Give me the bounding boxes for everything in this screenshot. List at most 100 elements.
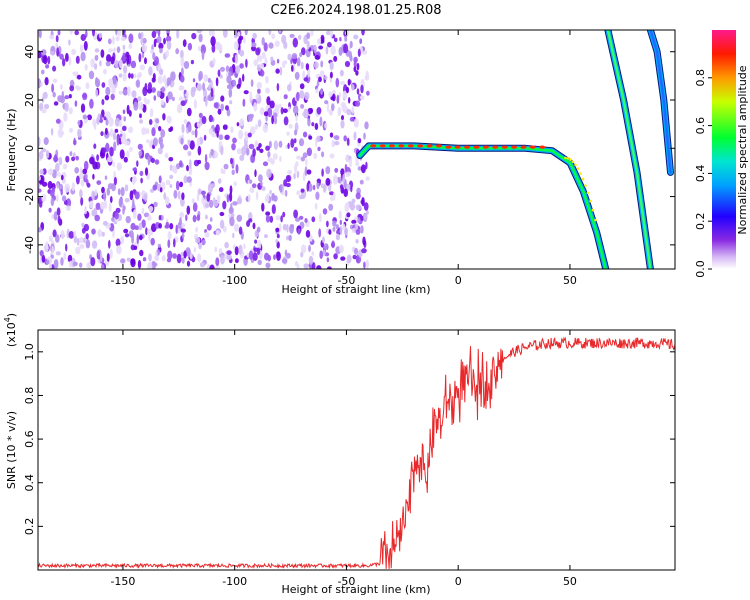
noise-dot	[204, 231, 210, 238]
noise-dot	[311, 122, 315, 127]
noise-dot	[269, 215, 274, 223]
noise-dot	[234, 258, 239, 264]
noise-dot	[256, 55, 263, 62]
noise-dot	[129, 190, 134, 201]
noise-dot	[153, 95, 157, 101]
noise-dot	[355, 192, 361, 200]
noise-dot	[360, 84, 364, 94]
noise-dot	[209, 217, 213, 222]
noise-dot	[278, 223, 282, 232]
noise-dot	[190, 59, 194, 65]
noise-dot	[68, 231, 75, 239]
noise-dot	[144, 57, 147, 65]
noise-dot	[183, 61, 190, 69]
noise-dot	[151, 127, 156, 137]
noise-dot	[197, 122, 202, 129]
noise-dot	[254, 239, 258, 244]
noise-dot	[206, 224, 212, 231]
noise-dot	[314, 202, 318, 210]
noise-dot	[165, 179, 171, 186]
noise-dot	[44, 77, 49, 86]
noise-dot	[141, 44, 148, 53]
noise-dot	[167, 91, 173, 100]
noise-dot	[225, 65, 230, 73]
noise-dot	[166, 258, 172, 263]
noise-dot	[169, 223, 174, 230]
noise-dot	[338, 92, 341, 98]
noise-dot	[255, 124, 258, 130]
noise-dot	[308, 244, 311, 252]
noise-dot	[353, 118, 359, 128]
noise-dot	[252, 252, 258, 261]
noise-dot	[302, 70, 306, 80]
noise-dot	[55, 118, 61, 124]
noise-dot	[166, 30, 170, 34]
spectrogram-xtick-label: 50	[563, 274, 577, 287]
noise-dot	[293, 172, 296, 180]
noise-dot	[38, 30, 42, 39]
noise-dot	[282, 60, 286, 69]
noise-dot	[361, 197, 365, 207]
noise-dot	[116, 245, 122, 255]
noise-dot	[228, 88, 233, 98]
noise-dot	[41, 108, 47, 114]
noise-dot	[181, 123, 185, 134]
noise-dot	[161, 255, 166, 262]
noise-dot	[160, 129, 166, 138]
spectrogram-ytick-label: 20	[23, 93, 36, 107]
noise-dot	[205, 97, 208, 107]
noise-dot	[335, 77, 340, 88]
noise-dot	[320, 60, 324, 68]
noise-dot	[162, 74, 167, 84]
noise-dot	[180, 228, 186, 233]
noise-dot	[265, 262, 271, 269]
noise-dot	[219, 74, 223, 79]
noise-dot	[106, 253, 110, 262]
noise-dot	[329, 132, 334, 138]
noise-dot	[82, 114, 88, 120]
noise-dot	[130, 73, 134, 79]
noise-dot	[217, 69, 221, 77]
noise-dot	[229, 185, 233, 195]
noise-dot	[356, 62, 360, 71]
noise-dot	[231, 169, 235, 176]
noise-dot	[295, 217, 301, 222]
noise-dot	[315, 88, 319, 94]
noise-dot	[92, 173, 95, 180]
noise-dot	[112, 35, 115, 45]
noise-dot	[138, 234, 143, 241]
noise-dot	[276, 234, 280, 239]
carrier-hotspot	[445, 145, 452, 149]
snr-ytick-label: 0.2	[23, 518, 36, 536]
noise-dot	[57, 215, 61, 224]
noise-dot	[343, 188, 349, 197]
noise-dot	[158, 42, 164, 50]
noise-dot	[340, 80, 345, 86]
noise-dot	[59, 53, 64, 60]
snr-xtick-label: -150	[110, 575, 135, 588]
noise-dot	[301, 47, 306, 56]
noise-dot	[155, 30, 159, 34]
noise-dot	[233, 223, 239, 232]
noise-dot	[204, 161, 210, 171]
noise-dot	[276, 241, 280, 249]
noise-dot	[313, 152, 318, 160]
noise-dot	[126, 150, 130, 158]
noise-dot	[325, 166, 331, 175]
noise-dot	[84, 174, 88, 179]
noise-dot	[190, 87, 196, 98]
noise-dot	[299, 52, 303, 58]
noise-dot	[242, 73, 245, 82]
noise-dot	[185, 91, 189, 97]
carrier-dot	[586, 191, 590, 195]
noise-dot	[308, 135, 313, 140]
noise-dot	[296, 155, 302, 160]
noise-dot	[341, 115, 344, 121]
noise-dot	[275, 215, 281, 221]
colorbar: 0.0 0.2 0.4 0.6 0.8 Normalized spectral ampl…	[694, 30, 749, 278]
noise-dot	[178, 96, 184, 102]
noise-dot	[298, 34, 302, 40]
noise-dot	[230, 157, 233, 165]
noise-dot	[166, 40, 172, 50]
noise-dot	[60, 188, 63, 196]
